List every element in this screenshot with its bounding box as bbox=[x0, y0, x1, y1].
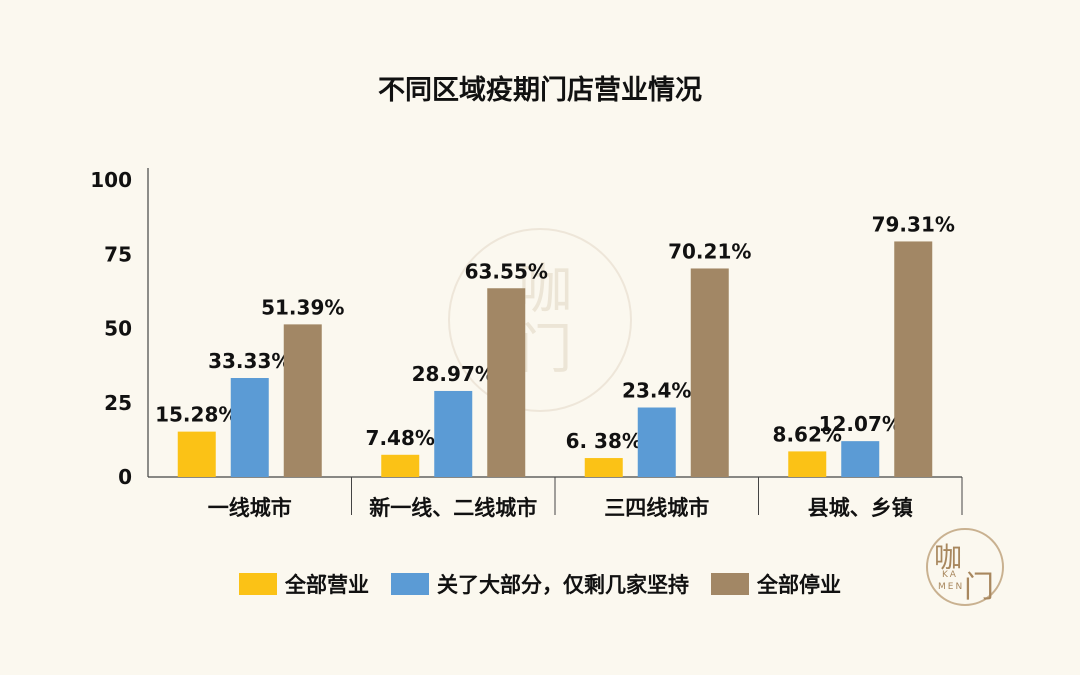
legend-label-all-open: 全部营业 bbox=[285, 573, 369, 597]
data-label: 79.31% bbox=[872, 212, 955, 236]
logo-character-men: 门 bbox=[964, 570, 994, 605]
bar bbox=[177, 431, 216, 477]
y-tick-label: 75 bbox=[104, 242, 132, 266]
x-tick-label: 新一线、二线城市 bbox=[369, 496, 537, 520]
kamen-logo: 咖 KA MEN 门 bbox=[926, 528, 1004, 606]
bar bbox=[230, 378, 269, 477]
legend-item-mostly-closed: 关了大部分，仅剩几家坚持 bbox=[391, 569, 689, 599]
y-tick-label: 0 bbox=[118, 465, 132, 489]
data-label: 23.4% bbox=[622, 379, 691, 403]
bar bbox=[894, 241, 933, 477]
bar bbox=[434, 390, 473, 477]
bar bbox=[690, 268, 729, 477]
data-label: 70.21% bbox=[668, 239, 751, 263]
logo-character-ka: 咖 bbox=[934, 541, 963, 574]
legend-item-all-open: 全部营业 bbox=[239, 569, 369, 599]
bar bbox=[841, 441, 880, 477]
data-label: 28.97% bbox=[412, 362, 495, 386]
legend-label-mostly-closed: 关了大部分，仅剩几家坚持 bbox=[437, 573, 689, 597]
bar bbox=[788, 451, 827, 477]
x-tick-label: 县城、乡镇 bbox=[808, 496, 913, 520]
data-label: 63.55% bbox=[465, 259, 548, 283]
legend-item-all-closed: 全部停业 bbox=[711, 569, 841, 599]
chart-title: 不同区域疫期门店营业情况 bbox=[378, 75, 702, 106]
data-label: 8.62% bbox=[773, 422, 842, 446]
y-tick-label: 50 bbox=[104, 317, 132, 341]
x-tick-label: 一线城市 bbox=[208, 496, 292, 520]
data-label: 6. 38% bbox=[566, 429, 642, 453]
bar bbox=[584, 458, 623, 477]
logo-latin-men: MEN bbox=[938, 582, 965, 592]
data-label: 12.07% bbox=[819, 412, 902, 436]
legend-swatch-all-open bbox=[239, 573, 277, 595]
data-label: 33.33% bbox=[208, 349, 291, 373]
bar bbox=[283, 324, 322, 477]
bar bbox=[487, 288, 526, 477]
legend-label-all-closed: 全部停业 bbox=[757, 573, 841, 597]
legend-swatch-all-closed bbox=[711, 573, 749, 595]
x-tick-label: 三四线城市 bbox=[604, 496, 709, 520]
data-label: 15.28% bbox=[155, 403, 238, 427]
y-tick-label: 100 bbox=[90, 168, 132, 192]
data-label: 51.39% bbox=[261, 295, 344, 319]
data-label: 7.48% bbox=[366, 426, 435, 450]
bar bbox=[381, 454, 420, 477]
legend-swatch-mostly-closed bbox=[391, 573, 429, 595]
logo-latin-ka: KA bbox=[942, 570, 958, 580]
bar-chart: 0 25 50 75 100 一线城市 15.28% 33.33% 51.39% 新一线、二线城市… bbox=[90, 168, 963, 520]
bar bbox=[637, 407, 676, 477]
y-tick-label: 25 bbox=[104, 391, 132, 415]
legend: 全部营业 关了大部分，仅剩几家坚持 全部停业 bbox=[0, 566, 1080, 602]
